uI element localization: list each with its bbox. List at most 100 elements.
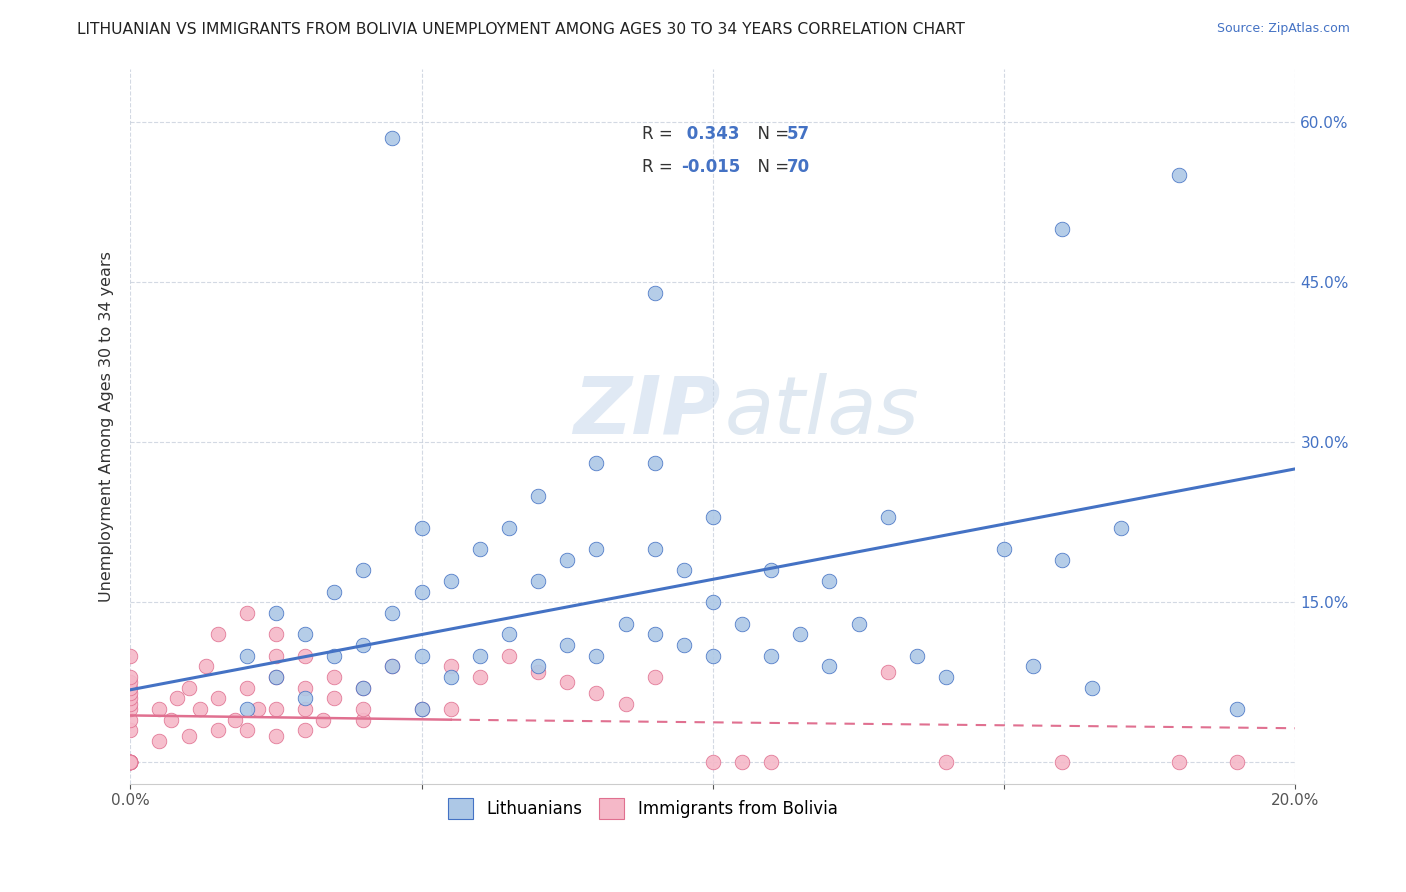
Point — [236, 702, 259, 716]
Text: LITHUANIAN VS IMMIGRANTS FROM BOLIVIA UNEMPLOYMENT AMONG AGES 30 TO 34 YEARS COR: LITHUANIAN VS IMMIGRANTS FROM BOLIVIA UN… — [77, 22, 965, 37]
Point — [236, 681, 259, 695]
Point — [381, 131, 404, 145]
Point — [644, 670, 666, 684]
Point — [264, 627, 287, 641]
Point — [555, 552, 578, 566]
Point — [731, 616, 754, 631]
Point — [352, 713, 374, 727]
Point — [264, 648, 287, 663]
Point — [498, 648, 520, 663]
Point — [876, 509, 898, 524]
Point — [702, 648, 724, 663]
Text: N =: N = — [748, 158, 794, 176]
Point — [236, 648, 259, 663]
Point — [160, 713, 183, 727]
Point — [323, 648, 346, 663]
Point — [585, 648, 607, 663]
Point — [876, 665, 898, 679]
Point — [527, 665, 550, 679]
Point — [120, 675, 142, 690]
Text: 70: 70 — [787, 158, 810, 176]
Point — [352, 681, 374, 695]
Point — [224, 713, 246, 727]
Point — [731, 756, 754, 770]
Point — [120, 756, 142, 770]
Point — [1052, 552, 1074, 566]
Point — [294, 627, 316, 641]
Point — [236, 723, 259, 738]
Point — [440, 670, 463, 684]
Point — [294, 691, 316, 706]
Point — [120, 756, 142, 770]
Point — [264, 606, 287, 620]
Point — [1168, 168, 1191, 182]
Point — [759, 563, 782, 577]
Point — [120, 756, 142, 770]
Point — [789, 627, 811, 641]
Point — [207, 691, 229, 706]
Point — [207, 723, 229, 738]
Point — [381, 659, 404, 673]
Point — [672, 563, 695, 577]
Point — [1052, 756, 1074, 770]
Text: 57: 57 — [787, 125, 810, 143]
Point — [177, 729, 200, 743]
Point — [411, 702, 433, 716]
Point — [644, 541, 666, 556]
Point — [264, 702, 287, 716]
Point — [614, 697, 637, 711]
Legend: Lithuanians, Immigrants from Bolivia: Lithuanians, Immigrants from Bolivia — [441, 792, 844, 825]
Point — [207, 627, 229, 641]
Point — [177, 681, 200, 695]
Point — [848, 616, 870, 631]
Text: atlas: atlas — [724, 373, 920, 450]
Point — [585, 457, 607, 471]
Point — [120, 756, 142, 770]
Point — [527, 489, 550, 503]
Point — [468, 670, 491, 684]
Point — [702, 509, 724, 524]
Point — [294, 648, 316, 663]
Point — [352, 563, 374, 577]
Point — [120, 756, 142, 770]
Point — [352, 702, 374, 716]
Point — [120, 756, 142, 770]
Point — [935, 670, 957, 684]
Text: Source: ZipAtlas.com: Source: ZipAtlas.com — [1216, 22, 1350, 36]
Point — [1080, 681, 1102, 695]
Point — [323, 584, 346, 599]
Point — [120, 756, 142, 770]
Point — [294, 681, 316, 695]
Point — [498, 627, 520, 641]
Point — [188, 702, 211, 716]
Point — [644, 285, 666, 300]
Point — [381, 659, 404, 673]
Point — [264, 670, 287, 684]
Point — [1226, 702, 1249, 716]
Point — [672, 638, 695, 652]
Text: N =: N = — [748, 125, 794, 143]
Point — [264, 729, 287, 743]
Point — [148, 734, 170, 748]
Point — [468, 648, 491, 663]
Point — [294, 702, 316, 716]
Point — [498, 520, 520, 534]
Point — [120, 681, 142, 695]
Point — [411, 648, 433, 663]
Point — [1109, 520, 1132, 534]
Text: ZIP: ZIP — [574, 373, 720, 450]
Point — [1226, 756, 1249, 770]
Text: -0.015: -0.015 — [682, 158, 741, 176]
Point — [120, 686, 142, 700]
Point — [120, 756, 142, 770]
Y-axis label: Unemployment Among Ages 30 to 34 years: Unemployment Among Ages 30 to 34 years — [100, 251, 114, 601]
Point — [993, 541, 1015, 556]
Point — [247, 702, 270, 716]
Point — [120, 756, 142, 770]
Point — [264, 670, 287, 684]
Text: R =: R = — [643, 158, 678, 176]
Point — [905, 648, 928, 663]
Point — [555, 675, 578, 690]
Point — [120, 670, 142, 684]
Point — [120, 702, 142, 716]
